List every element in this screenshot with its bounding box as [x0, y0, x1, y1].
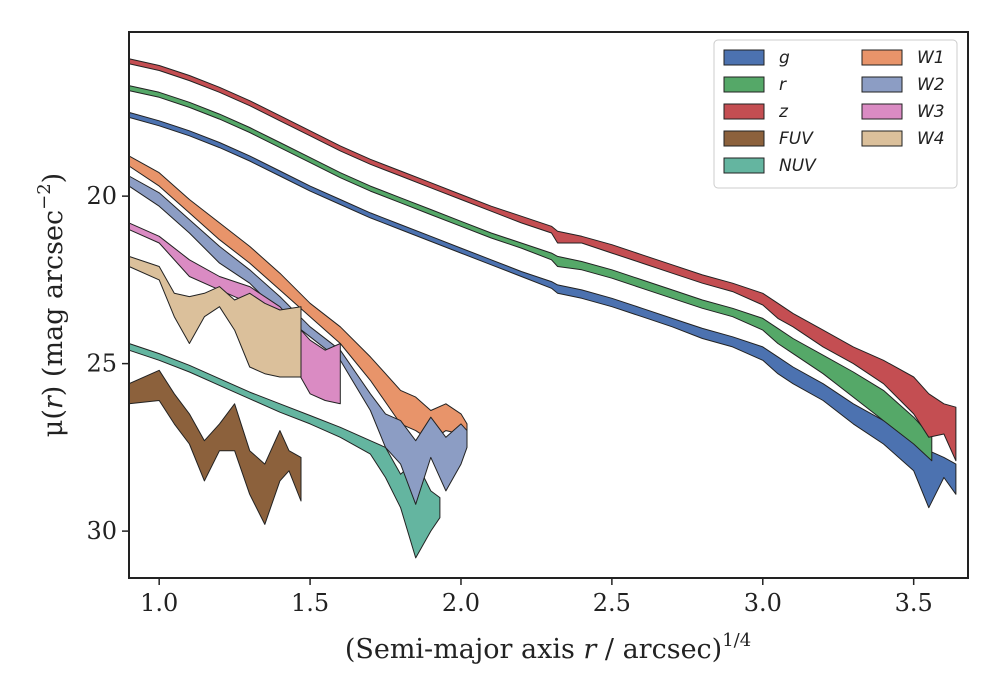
y-tick-label: 25	[86, 350, 117, 378]
x-axis-label: (Semi-major axis r / arcsec)1/4	[345, 630, 751, 665]
legend-label-w1: W1	[917, 48, 945, 68]
series-area-w3	[128, 222, 341, 405]
legend-label-g: g	[779, 48, 790, 68]
legend-label-r: r	[779, 75, 787, 95]
x-tick-label: 2.5	[593, 589, 631, 617]
legend-label-z: z	[778, 102, 789, 122]
series-area-z	[128, 58, 957, 462]
x-tick-label: 2.0	[442, 589, 480, 617]
legend-swatch-w1	[861, 49, 903, 66]
legend-label-fuv: FUV	[779, 129, 814, 149]
legend-label-w2: W2	[917, 75, 945, 95]
series-area-g	[128, 111, 957, 509]
legend-swatch-fuv	[723, 130, 765, 147]
series-area-r	[128, 85, 933, 462]
legend-label-nuv: NUV	[779, 156, 817, 176]
series-areas	[128, 58, 957, 559]
legend-swatch-w4	[861, 130, 903, 147]
legend-label-w3: W3	[917, 102, 945, 122]
legend-swatch-w2	[861, 76, 903, 93]
plot-frame	[128, 31, 969, 579]
legend-swatch-w3	[861, 103, 903, 120]
legend-label-w4: W4	[917, 129, 945, 149]
y-tick-label: 30	[86, 517, 117, 545]
legend-swatch-r	[723, 76, 765, 93]
y-axis: 20 25 30	[86, 182, 129, 545]
x-tick-label: 1.5	[291, 589, 329, 617]
legend: grz FUV NUV W1 W2 W3 W4	[713, 39, 958, 189]
x-tick-label: 3.0	[744, 589, 782, 617]
x-tick-label: 3.5	[895, 589, 933, 617]
x-axis: 1.0 1.5 2.0 2.5 3.0 3.5	[140, 578, 933, 617]
series-area-nuv	[128, 343, 441, 559]
y-tick-label: 20	[86, 182, 117, 210]
series-area-fuv	[128, 369, 302, 525]
legend-swatch-nuv	[723, 157, 765, 174]
y-axis-label: μ(r) (mag arcsec−2)	[34, 173, 69, 437]
legend-swatch-z	[723, 103, 765, 120]
series-area-w4	[128, 255, 302, 378]
x-tick-label: 1.0	[140, 589, 178, 617]
legend-swatch-g	[723, 49, 765, 66]
